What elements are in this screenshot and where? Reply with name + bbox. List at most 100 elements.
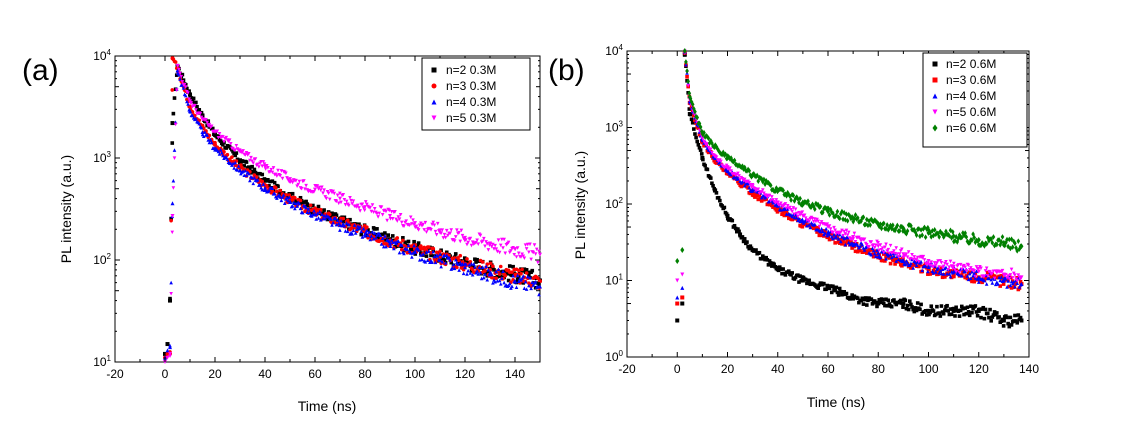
data-point (753, 195, 757, 199)
data-point (756, 197, 761, 202)
data-point (945, 262, 949, 267)
data-point (384, 209, 388, 214)
data-point (880, 246, 885, 251)
data-point (950, 266, 955, 271)
data-point (815, 217, 819, 222)
data-point (332, 191, 337, 196)
data-point (978, 307, 982, 312)
data-point (878, 243, 883, 247)
data-point (685, 68, 689, 74)
data-point (533, 252, 538, 256)
data-point (887, 251, 892, 256)
data-point (983, 269, 988, 273)
data-point (807, 222, 811, 227)
data-point (484, 270, 488, 275)
data-point (915, 301, 920, 305)
data-point (807, 202, 811, 208)
data-point (746, 181, 750, 186)
data-point (330, 211, 334, 216)
data-point (844, 228, 849, 233)
data-point (366, 233, 370, 238)
data-point (982, 316, 987, 321)
data-point (688, 112, 693, 117)
data-point (450, 266, 455, 270)
data-point (1010, 244, 1015, 250)
data-point (424, 254, 429, 258)
data-point (853, 212, 858, 218)
data-point (503, 251, 508, 256)
data-point (222, 150, 226, 154)
data-point (359, 229, 364, 234)
data-point (891, 222, 895, 229)
data-point (188, 110, 193, 114)
data-point (335, 193, 340, 198)
data-point (783, 202, 788, 206)
data-point (750, 172, 755, 179)
data-point (719, 159, 723, 164)
data-point (850, 214, 854, 220)
data-point (1018, 315, 1023, 320)
data-point (280, 176, 285, 181)
data-point (839, 239, 843, 244)
data-point (905, 261, 910, 265)
x-tick-label: 80 (358, 367, 372, 381)
data-point (903, 298, 908, 303)
data-point (361, 226, 366, 231)
data-point (825, 283, 830, 288)
data-point (174, 73, 179, 77)
data-point (963, 230, 967, 236)
data-point (871, 248, 876, 253)
data-point (808, 223, 813, 227)
data-point (219, 150, 224, 155)
data-point (710, 151, 714, 155)
data-point (909, 266, 913, 270)
data-point (900, 301, 904, 305)
data-point (766, 179, 771, 186)
data-point (178, 77, 182, 81)
data-point (197, 121, 202, 126)
data-point (894, 246, 899, 250)
data-point (1011, 279, 1016, 284)
data-point (286, 178, 290, 182)
data-point (863, 296, 868, 300)
data-point (988, 270, 992, 274)
data-point (697, 128, 702, 133)
data-point (443, 261, 448, 265)
data-point (945, 303, 949, 308)
data-point (510, 270, 514, 274)
data-point (865, 243, 869, 247)
data-point (489, 272, 494, 277)
data-point (298, 198, 303, 203)
data-point (697, 146, 702, 150)
data-point (254, 172, 259, 177)
data-point (304, 205, 308, 210)
data-point (473, 257, 477, 262)
data-point (395, 236, 400, 240)
data-point (848, 213, 852, 219)
data-point (330, 223, 334, 227)
data-point (267, 188, 271, 193)
data-point (962, 232, 966, 239)
data-point (172, 148, 177, 152)
data-point (885, 303, 889, 308)
data-point (862, 248, 867, 252)
data-point (324, 196, 329, 201)
data-point (380, 213, 385, 217)
data-point (938, 259, 943, 263)
data-point (1008, 315, 1013, 320)
data-point (470, 240, 475, 244)
data-point (475, 269, 479, 273)
data-point (859, 298, 863, 303)
data-point (278, 188, 283, 193)
x-tick-label: 60 (821, 362, 835, 376)
data-point (909, 302, 913, 307)
data-point (521, 254, 526, 259)
data-point (365, 225, 369, 229)
data-point (896, 260, 901, 264)
data-point (949, 235, 954, 241)
data-point (980, 280, 984, 285)
data-point (846, 230, 851, 235)
data-point (266, 177, 270, 182)
data-point (687, 90, 692, 97)
y-tick-label: 100 (605, 349, 623, 364)
